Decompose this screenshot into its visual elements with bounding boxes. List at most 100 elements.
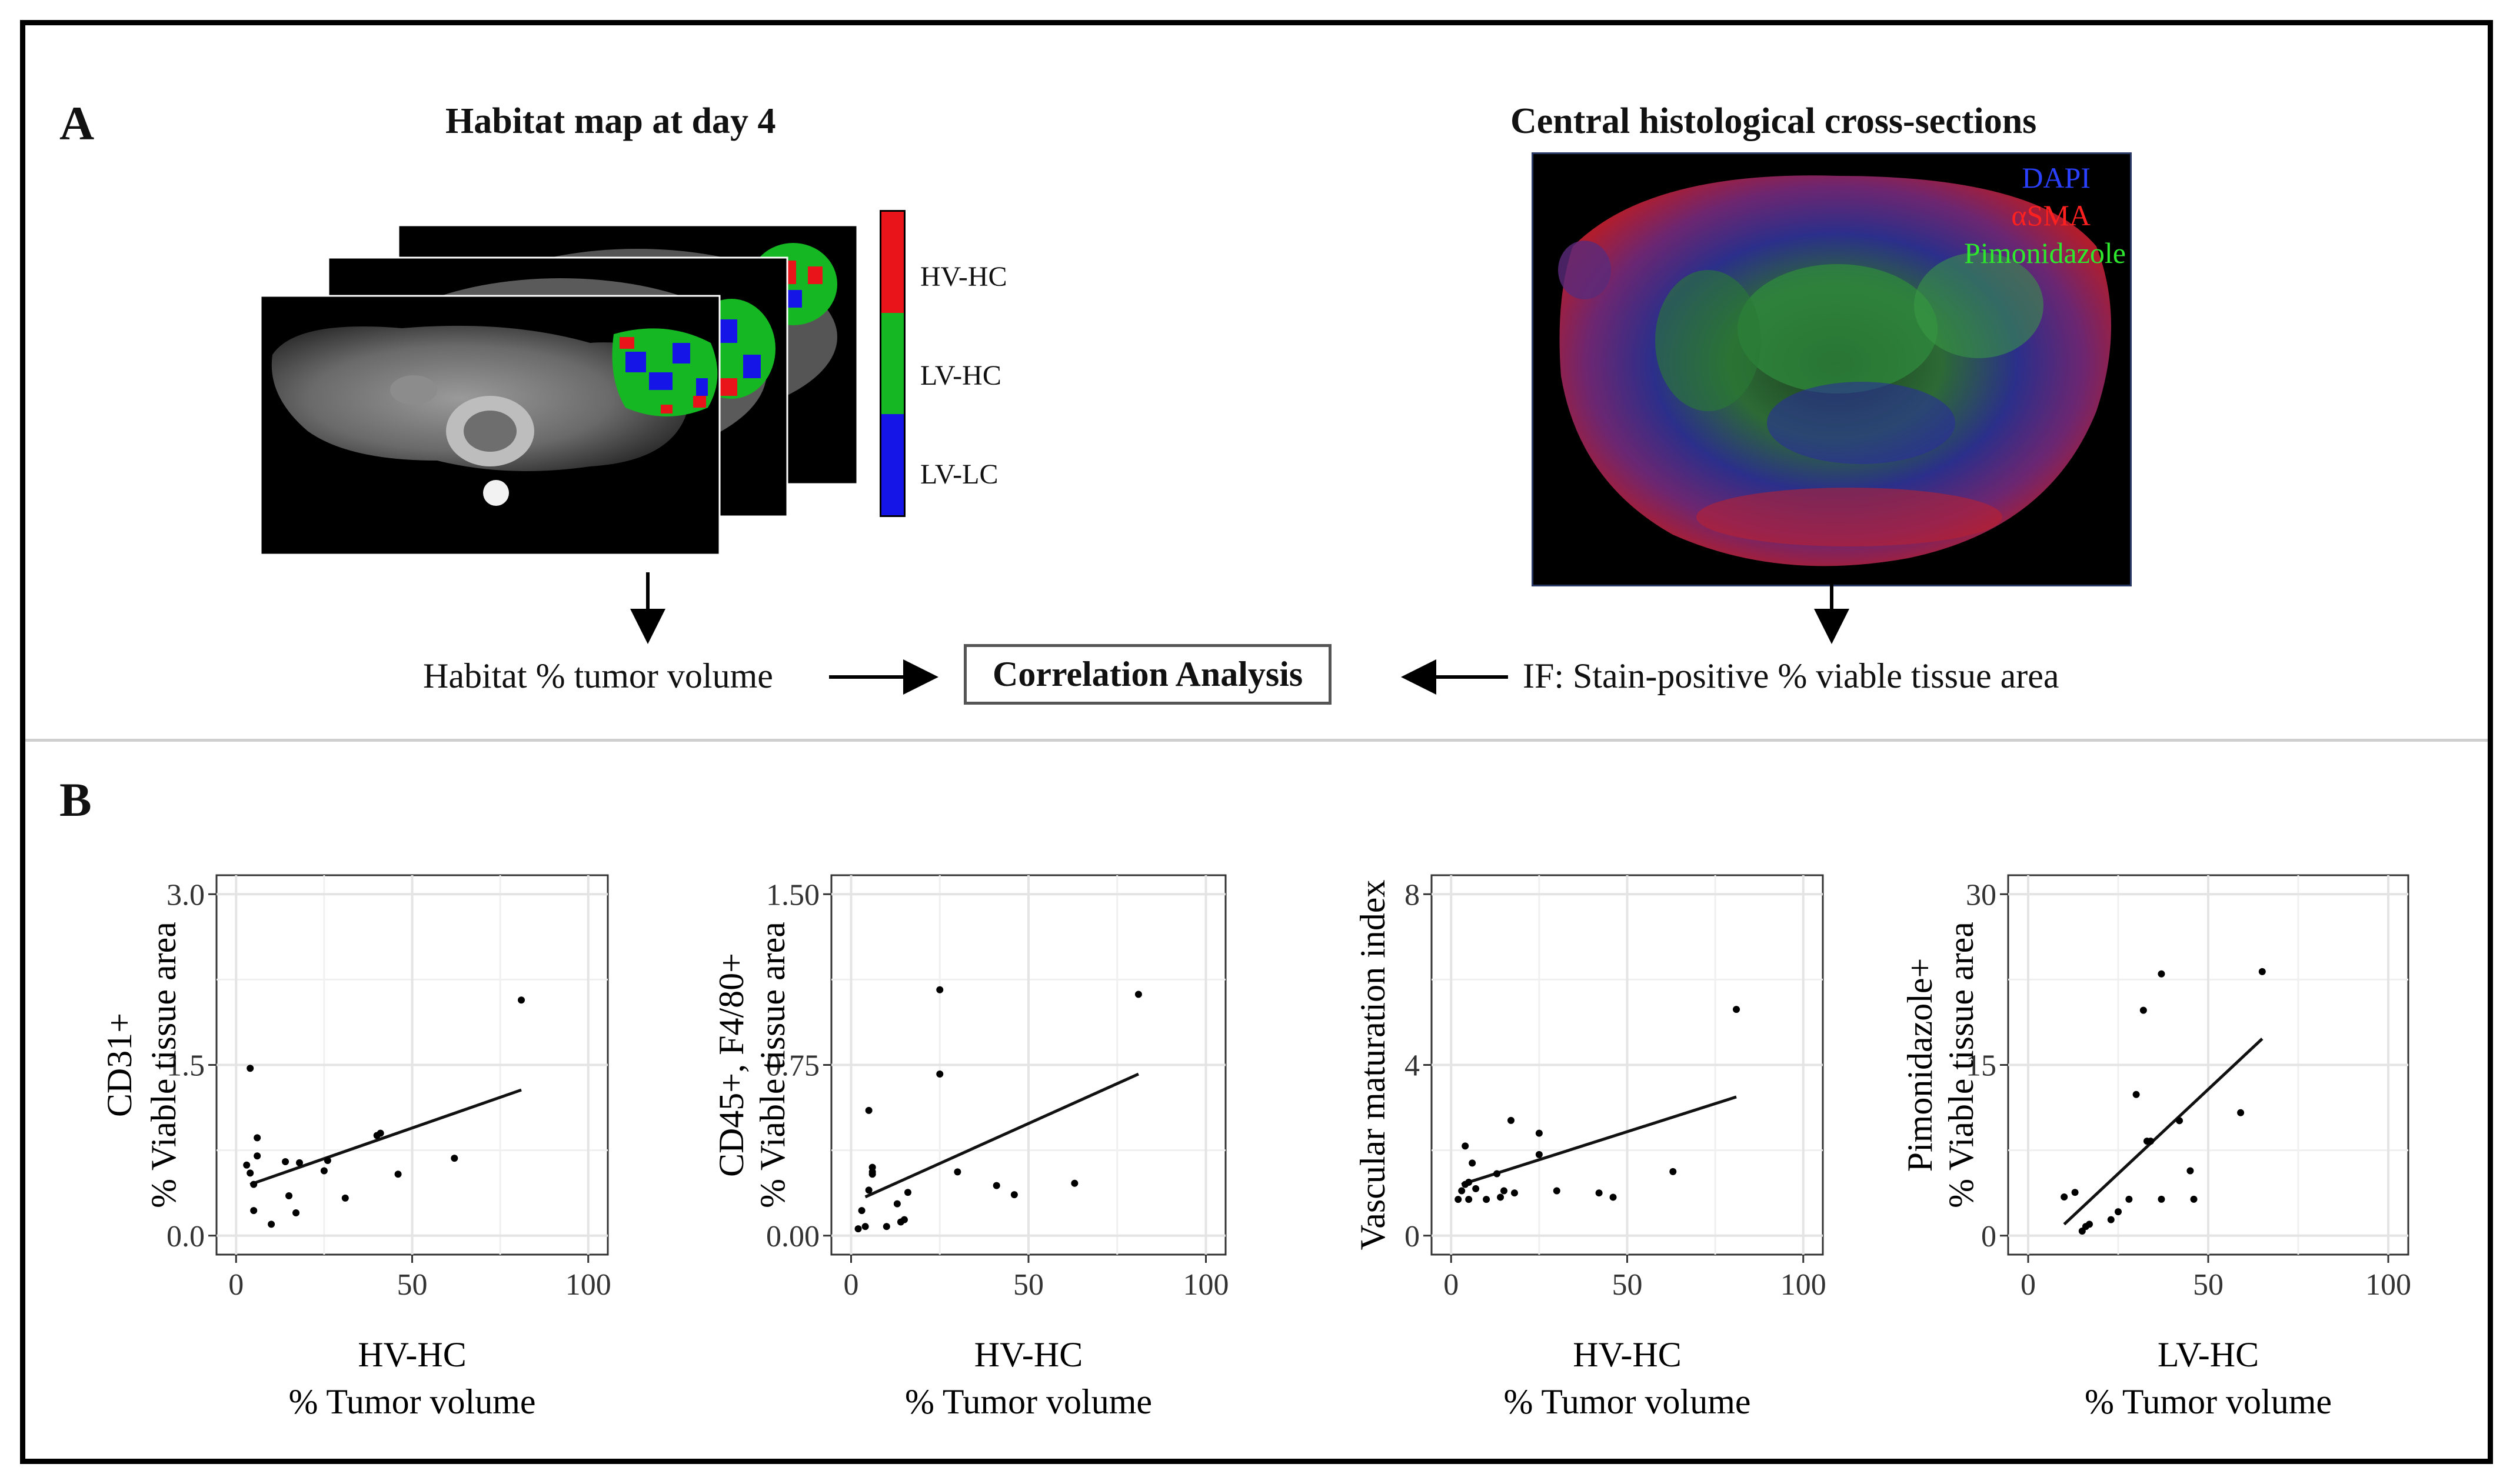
y-tick-label: 8 [1404,878,1420,912]
data-point [1497,1193,1505,1201]
data-point [341,1194,349,1202]
x-tick-label: 0 [844,1268,859,1302]
data-point [2176,1117,2184,1125]
colorbar-label-lv-hc: LV-HC [920,360,1001,391]
data-point [324,1157,331,1165]
data-point [1469,1159,1476,1167]
x-tick-label: 50 [1013,1268,1044,1302]
data-point [320,1167,328,1175]
data-point [254,1134,261,1142]
x-axis-label: HV-HC [358,1335,466,1374]
flow-habitat-label: Habitat % tumor volume [423,656,773,695]
y-tick-label: 0.0 [167,1220,205,1253]
x-tick-label: 0 [2021,1268,2036,1302]
y-axis-label: % Viable tissue area [144,922,183,1208]
regression-line [249,1088,522,1186]
data-point [1595,1189,1603,1197]
y-axis-label: % Viable tissue area [1942,922,1981,1208]
data-point [2132,1091,2140,1098]
colorbar-label-hv-hc: HV-HC [920,261,1007,292]
data-point [518,996,525,1004]
histology-heading: Central histological cross-sections [1510,101,2037,141]
y-tick-label: 0.00 [766,1220,820,1253]
panel-b-label: B [59,773,92,826]
data-point [900,1216,908,1223]
data-point [861,1223,869,1230]
y-axis-label: Pimonidazole+ [1900,958,1939,1172]
data-point [1472,1185,1480,1192]
data-point [993,1182,1000,1189]
data-point [1669,1168,1677,1175]
scatter-plot-2: 0 50 100 0.00 0.75 1.50 HV-HC % Tumor volume CD4… [712,874,1229,1421]
data-point [1483,1196,1490,1203]
data-point [2158,1195,2165,1203]
figure-frame: A Habitat map at day 4 Central histologi… [20,20,2493,1464]
data-point [854,1225,862,1233]
data-point [268,1220,275,1228]
x-axis-label: % Tumor volume [1503,1382,1750,1421]
data-point [1134,991,1142,998]
regression-line [2063,1038,2264,1226]
x-axis-label: % Tumor volume [905,1382,1152,1421]
data-point [865,1106,873,1114]
data-point [2147,1138,2155,1145]
data-point [285,1192,293,1200]
scatter-plot-1: 0 50 100 0.0 1.5 3.0 HV-HC % Tumor volume CD31+%… [100,874,611,1421]
data-point [1733,1006,1740,1013]
scatter-plots: 0 50 100 0.0 1.5 3.0 HV-HC % Tumor volume CD31+%… [100,874,2411,1421]
data-point [2071,1189,2079,1196]
data-point [865,1186,873,1194]
data-point [295,1159,303,1166]
data-point [2107,1216,2115,1223]
colorbar-label-lv-lc: LV-LC [920,459,998,490]
x-axis-label: % Tumor volume [288,1382,535,1421]
mri-slice-front [261,295,721,556]
flow-if-label: IF: Stain-positive % viable tissue area [1523,656,2059,695]
y-tick-label: 4 [1404,1049,1420,1083]
x-tick-label: 50 [397,1268,428,1302]
y-tick-label: 30 [1966,878,1996,912]
y-axis-label: Vascular maturation index [1353,880,1392,1250]
y-tick-label: 1.5 [167,1049,205,1083]
x-tick-label: 50 [2193,1268,2224,1302]
data-point [2237,1109,2245,1116]
habitat-map-heading: Habitat map at day 4 [445,101,776,141]
stain-legend-dapi: DAPI [2022,161,2091,194]
panel-divider [25,739,2488,742]
colorbar-segment-hv-hc [881,212,904,313]
flow-arrows [630,572,1849,695]
data-point [2139,1006,2147,1014]
data-point [1454,1196,1462,1203]
data-point [243,1161,251,1169]
data-point [292,1209,299,1217]
habitat-map-stack [261,224,858,556]
scatter-plot-4: 0 50 100 0 15 30 LV-HC % Tumor volume Pimonidazo… [1900,874,2411,1421]
stain-legend-pimonidazole: Pimonidazole [1964,236,2126,269]
scatter-plot-3: 0 50 100 0 4 8 HV-HC % Tumor volume Vascular mat… [1353,874,1826,1421]
data-point [1462,1142,1469,1150]
data-point [1535,1150,1543,1158]
data-point [868,1168,876,1176]
x-tick-label: 100 [2365,1268,2411,1302]
data-point [250,1207,258,1215]
x-axis-label: HV-HC [1573,1335,1681,1374]
colorbar-segment-lv-hc [881,313,904,414]
y-tick-label: 0.75 [766,1049,820,1083]
data-point [883,1223,890,1230]
data-point [893,1200,901,1208]
x-tick-label: 0 [228,1268,244,1302]
y-tick-label: 1.50 [766,878,820,912]
data-point [1510,1189,1518,1197]
data-point [2190,1195,2198,1203]
data-point [904,1189,911,1196]
y-tick-label: 15 [1966,1049,1996,1083]
colorbar-segment-lv-lc [881,414,904,515]
data-point [451,1155,458,1162]
regression-line [864,1072,1139,1199]
data-point [2186,1167,2194,1175]
x-axis-label: HV-HC [974,1335,1083,1374]
data-point [2061,1193,2068,1200]
data-point [1465,1196,1473,1203]
y-axis-label: CD45+, F4/80+ [712,953,751,1177]
regression-line [1461,1095,1737,1186]
